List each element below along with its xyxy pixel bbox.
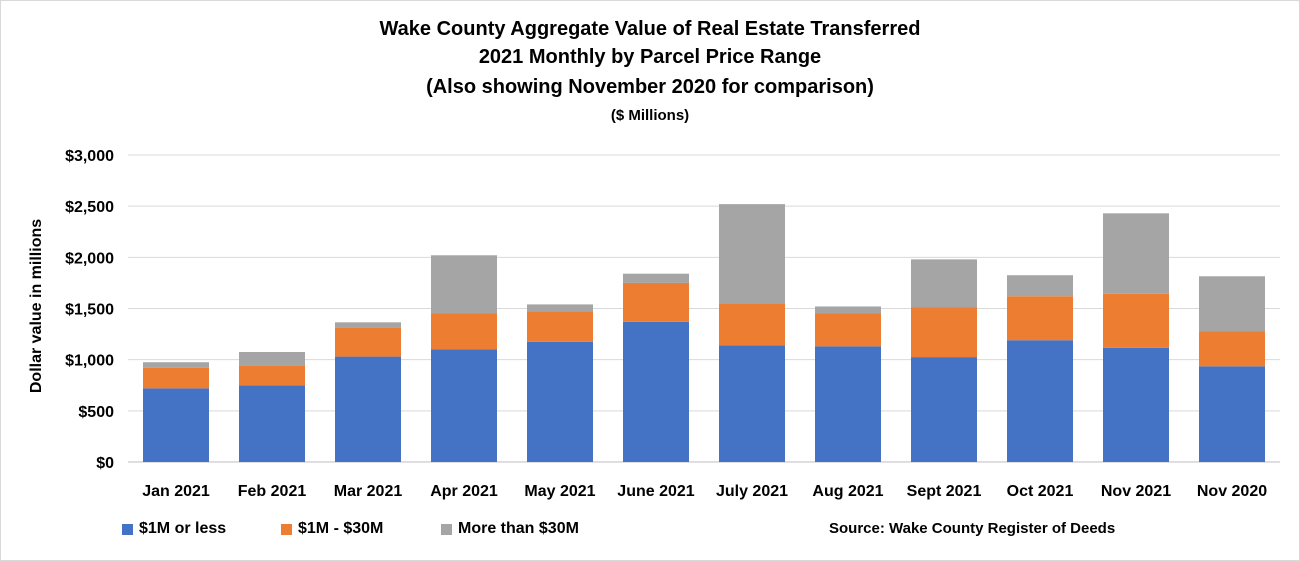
bar-segment-series-3 [1199, 276, 1265, 332]
bar-segment-series-1 [335, 356, 401, 462]
chart-subtitle-line-2: (Also showing November 2020 for comparis… [426, 76, 874, 98]
y-tick-label: $3,000 [65, 148, 114, 165]
bar-segment-series-2 [1199, 331, 1265, 367]
legend-item-3: More than $30M [441, 520, 579, 538]
x-tick-label: June 2021 [617, 483, 694, 500]
legend-label-2: $1M - $30M [298, 520, 384, 537]
bar-segment-series-1 [527, 341, 593, 462]
bar-segment-series-2 [143, 367, 209, 389]
legend-swatch-2 [281, 523, 292, 535]
bar-segment-series-3 [143, 362, 209, 368]
y-tick-label: $1,500 [65, 302, 114, 319]
bar-segment-series-3 [719, 204, 785, 304]
x-axis-ticks: Jan 2021 Feb 2021 Mar 2021 Apr 2021 May 2021… [142, 483, 1267, 500]
bar-segment-series-2 [239, 365, 305, 386]
x-tick-label: May 2021 [524, 483, 595, 500]
legend-item-1: $1M or less [122, 520, 226, 538]
x-tick-label: Sept 2021 [907, 483, 982, 500]
bar-segment-series-3 [1007, 275, 1073, 297]
gridlines [128, 154, 1280, 463]
legend-label-3: More than $30M [458, 520, 579, 537]
bar-segment-series-1 [239, 385, 305, 462]
y-axis-label: Dollar value in millions [28, 219, 45, 393]
bar-segment-series-2 [719, 303, 785, 346]
bar-segment-series-2 [431, 313, 497, 350]
x-tick-label: Nov 2021 [1101, 483, 1171, 500]
bar-segment-series-3 [815, 306, 881, 314]
x-tick-label: July 2021 [716, 483, 788, 500]
bar-segment-series-1 [1007, 340, 1073, 462]
bar-segment-series-1 [1199, 366, 1265, 462]
y-tick-label: $2,500 [65, 199, 114, 216]
bars [143, 204, 1265, 462]
chart-units-label: ($ Millions) [610, 107, 690, 124]
x-tick-label: Feb 2021 [238, 483, 307, 500]
bar-segment-series-3 [911, 259, 977, 308]
bar-segment-series-3 [335, 322, 401, 328]
bar-segment-series-1 [911, 357, 977, 462]
bar-segment-series-2 [911, 307, 977, 358]
bar-segment-series-3 [1103, 213, 1169, 294]
legend-item-2: $1M - $30M [281, 520, 383, 538]
y-axis-ticks: $0 $500 $1,000 $1,500 $2,000 $2,500 $3,000 [65, 148, 114, 472]
bar-segment-series-1 [719, 345, 785, 462]
y-tick-label: $500 [78, 404, 114, 421]
bar-segment-series-1 [623, 321, 689, 462]
legend-swatch-3 [441, 523, 452, 535]
bar-segment-series-2 [1103, 293, 1169, 348]
legend-label-1: $1M or less [139, 520, 227, 537]
bar-segment-series-2 [623, 282, 689, 322]
chart-title: Wake County Aggregate Value of Real Esta… [379, 18, 921, 40]
y-tick-label: $2,000 [65, 250, 114, 267]
bar-segment-series-3 [431, 255, 497, 314]
y-tick-label: $1,000 [65, 353, 114, 370]
x-tick-label: Oct 2021 [1007, 483, 1074, 500]
bar-segment-series-2 [527, 311, 593, 342]
bar-segment-series-3 [623, 273, 689, 283]
legend-swatch-1 [122, 523, 133, 535]
x-tick-label: Apr 2021 [430, 483, 498, 500]
source-note: Source: Wake County Register of Deeds [829, 520, 1116, 537]
bar-segment-series-2 [815, 313, 881, 347]
x-tick-label: Mar 2021 [334, 483, 403, 500]
y-tick-label: $0 [96, 455, 114, 472]
bar-segment-series-1 [1103, 347, 1169, 462]
x-tick-label: Nov 2020 [1197, 483, 1267, 500]
bar-segment-series-2 [335, 327, 401, 357]
chart-subtitle-line-1: 2021 Monthly by Parcel Price Range [478, 46, 822, 68]
bar-segment-series-3 [239, 351, 305, 366]
x-tick-label: Jan 2021 [142, 483, 210, 500]
bar-segment-series-1 [143, 388, 209, 462]
bar-segment-series-1 [431, 349, 497, 462]
x-tick-label: Aug 2021 [812, 483, 883, 500]
bar-segment-series-3 [527, 304, 593, 312]
bar-segment-series-2 [1007, 296, 1073, 341]
bar-segment-series-1 [815, 346, 881, 462]
